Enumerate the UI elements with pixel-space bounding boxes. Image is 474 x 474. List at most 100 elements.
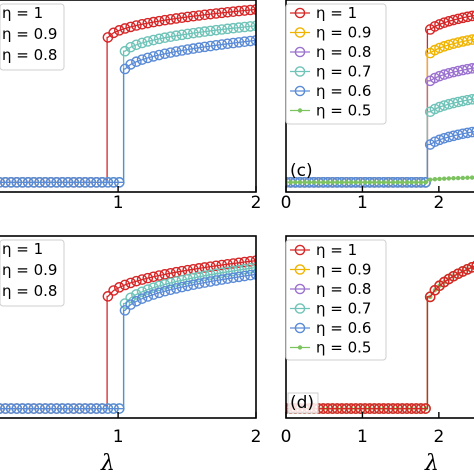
data-point bbox=[114, 282, 125, 293]
data-point bbox=[216, 274, 228, 285]
data-point bbox=[182, 11, 193, 23]
data-point bbox=[0, 403, 5, 414]
data-point bbox=[108, 177, 119, 188]
data-point bbox=[438, 41, 450, 52]
data-point bbox=[193, 27, 205, 38]
data-point bbox=[165, 31, 176, 42]
data-point bbox=[316, 180, 321, 185]
legend-label: η = 0.9 bbox=[2, 261, 57, 279]
data-point bbox=[367, 180, 372, 185]
data-point bbox=[429, 72, 441, 84]
data-point bbox=[159, 32, 171, 44]
data-point bbox=[438, 69, 450, 80]
data-point bbox=[414, 180, 419, 185]
data-point bbox=[216, 24, 228, 35]
data-point bbox=[96, 403, 108, 414]
data-point bbox=[210, 260, 222, 272]
data-point bbox=[429, 103, 441, 115]
data-point bbox=[471, 10, 474, 20]
legend-marker bbox=[294, 244, 306, 256]
x-tick-label: 1 bbox=[113, 193, 124, 213]
x-tick-label: 1 bbox=[357, 193, 368, 213]
data-point bbox=[74, 403, 85, 414]
plot-area bbox=[0, 4, 256, 188]
data-point bbox=[434, 134, 445, 146]
x-tick-label: 2 bbox=[251, 427, 262, 447]
data-point bbox=[176, 45, 188, 56]
data-point bbox=[136, 37, 148, 49]
data-point bbox=[288, 180, 293, 185]
legend-label: η = 0.7 bbox=[316, 63, 371, 81]
legend-frame bbox=[0, 239, 65, 307]
data-point bbox=[188, 10, 199, 22]
data-point bbox=[51, 177, 62, 188]
data-point bbox=[216, 259, 228, 271]
data-point bbox=[193, 42, 205, 54]
data-point bbox=[434, 19, 445, 30]
panel-1: 1 2 η = 1 η = 0.9 η = 0.8 bbox=[0, 0, 261, 213]
data-point bbox=[222, 23, 233, 35]
data-point bbox=[233, 271, 245, 283]
data-point bbox=[108, 403, 119, 414]
data-point bbox=[136, 293, 148, 304]
data-point bbox=[193, 271, 205, 283]
legend-label: η = 0.9 bbox=[2, 25, 57, 43]
data-point bbox=[153, 270, 165, 281]
data-point bbox=[165, 14, 176, 25]
data-point bbox=[466, 93, 474, 105]
data-point bbox=[233, 5, 245, 17]
data-point bbox=[17, 403, 28, 414]
data-point bbox=[227, 22, 239, 34]
data-point bbox=[311, 180, 317, 185]
legend-label: η = 1 bbox=[2, 4, 43, 22]
data-point bbox=[45, 177, 57, 188]
plot-area bbox=[286, 260, 474, 414]
data-point bbox=[227, 258, 239, 269]
data-point bbox=[400, 180, 405, 185]
data-point bbox=[176, 281, 188, 293]
data-point bbox=[239, 270, 250, 282]
data-point bbox=[34, 177, 45, 188]
data-point bbox=[245, 256, 256, 267]
legend-label: η = 1 bbox=[2, 240, 43, 258]
data-point bbox=[404, 180, 410, 185]
data-point bbox=[170, 46, 182, 57]
data-point bbox=[205, 40, 216, 52]
x-tick-label: 0 bbox=[281, 193, 292, 213]
data-point bbox=[62, 403, 74, 414]
data-point bbox=[193, 10, 205, 21]
panel-tag: (d) bbox=[290, 393, 314, 413]
data-point bbox=[205, 8, 216, 20]
data-point bbox=[148, 16, 159, 28]
data-point bbox=[471, 34, 474, 44]
data-point bbox=[62, 177, 74, 188]
data-point bbox=[466, 63, 474, 74]
data-point bbox=[22, 403, 34, 414]
series-line bbox=[0, 39, 256, 184]
data-point bbox=[438, 17, 450, 29]
legend-label: η = 0.8 bbox=[2, 282, 57, 300]
data-point bbox=[423, 180, 428, 185]
data-point bbox=[462, 264, 473, 275]
data-point bbox=[176, 29, 188, 41]
legend-label: η = 0.8 bbox=[2, 46, 57, 64]
data-point bbox=[148, 51, 159, 62]
data-point bbox=[460, 175, 465, 181]
panel-2: 0 1 2η = 1η = 0.9η = 0.8η = 0.7η = 0.6η = … bbox=[281, 0, 474, 213]
data-point bbox=[222, 266, 233, 278]
data-point bbox=[102, 177, 114, 188]
plot-area bbox=[286, 10, 474, 188]
data-point bbox=[222, 6, 233, 18]
legend-marker bbox=[294, 66, 306, 77]
legend-marker bbox=[294, 283, 306, 295]
series-3 bbox=[0, 35, 256, 188]
data-point bbox=[199, 26, 211, 37]
legend-marker bbox=[297, 345, 303, 350]
data-point bbox=[210, 8, 222, 19]
data-point bbox=[307, 180, 312, 185]
data-point bbox=[216, 267, 228, 279]
data-point bbox=[245, 4, 256, 16]
data-point bbox=[125, 21, 136, 33]
data-point bbox=[466, 262, 474, 273]
data-point bbox=[471, 63, 474, 73]
